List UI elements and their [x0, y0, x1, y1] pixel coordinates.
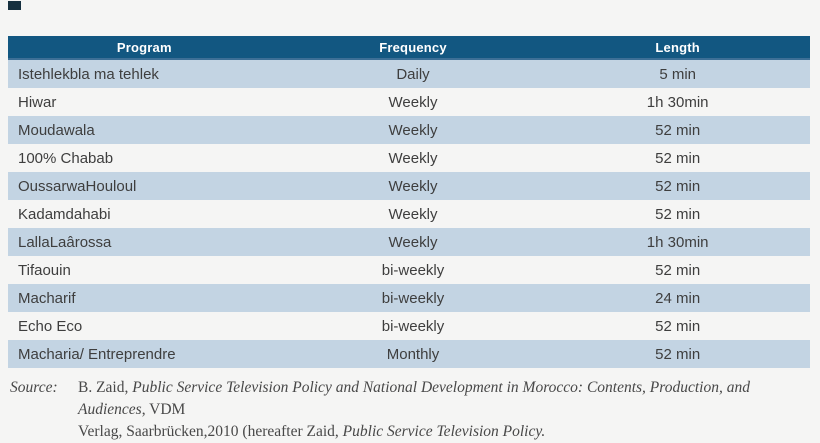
program-cell: Kadamdahabi: [18, 205, 111, 223]
column-header-length: Length: [655, 39, 700, 55]
table-row: Macharia/ Entreprendre Monthly 52 min: [8, 340, 810, 368]
source-publisher-part2: Verlag, Saarbrücken,2010 (hereafter Zaid…: [78, 423, 343, 440]
table-row: Echo Eco bi-weekly 52 min: [8, 312, 810, 340]
frequency-cell: bi-weekly: [381, 289, 445, 307]
table-row: Tifaouin bi-weekly 52 min: [8, 256, 810, 284]
frequency-cell: bi-weekly: [381, 317, 445, 335]
source-citation: Source: B. Zaid, Public Service Televisi…: [10, 377, 812, 443]
table-row: Istehlekbla ma tehlek Daily 5 min: [8, 60, 810, 88]
source-text: B. Zaid, Public Service Television Polic…: [78, 377, 812, 443]
length-cell: 1h 30min: [646, 93, 709, 111]
program-cell: Tifaouin: [18, 261, 71, 279]
source-label: Source:: [10, 379, 58, 396]
corner-mark: [8, 1, 21, 10]
program-cell: Moudawala: [18, 121, 95, 139]
programs-table: Program Frequency Length Istehlekbla ma …: [8, 36, 810, 368]
length-cell: 5 min: [659, 65, 696, 83]
program-cell: Macharif: [18, 289, 76, 307]
table-row: Moudawala Weekly 52 min: [8, 116, 810, 144]
length-cell: 52 min: [655, 345, 701, 363]
frequency-cell: Monthly: [386, 345, 440, 363]
frequency-cell: Weekly: [388, 177, 438, 195]
length-cell: 1h 30min: [646, 233, 709, 251]
table-row: Macharif bi-weekly 24 min: [8, 284, 810, 312]
length-cell: 52 min: [655, 261, 701, 279]
length-cell: 52 min: [655, 121, 701, 139]
table-header-row: Program Frequency Length: [8, 36, 810, 60]
frequency-cell: Weekly: [388, 233, 438, 251]
program-cell: 100% Chabab: [18, 149, 114, 167]
length-cell: 52 min: [655, 177, 701, 195]
length-cell: 52 min: [655, 317, 701, 335]
length-cell: 52 min: [655, 149, 701, 167]
source-short-title: Public Service Television Policy.: [342, 423, 546, 440]
source-author: B. Zaid,: [78, 379, 133, 396]
table-row: Hiwar Weekly 1h 30min: [8, 88, 810, 116]
table-row: OussarwaHouloul Weekly 52 min: [8, 172, 810, 200]
length-cell: 24 min: [655, 289, 701, 307]
table-row: LallaLaârossa Weekly 1h 30min: [8, 228, 810, 256]
frequency-cell: Weekly: [388, 149, 438, 167]
frequency-cell: Weekly: [388, 205, 438, 223]
frequency-cell: Weekly: [388, 121, 438, 139]
length-cell: 52 min: [655, 205, 701, 223]
program-cell: Macharia/ Entreprendre: [18, 345, 176, 363]
column-header-program: Program: [116, 39, 172, 55]
program-cell: LallaLaârossa: [18, 233, 112, 251]
frequency-cell: Weekly: [388, 93, 438, 111]
frequency-cell: bi-weekly: [381, 261, 445, 279]
table-row: Kadamdahabi Weekly 52 min: [8, 200, 810, 228]
table-row: 100% Chabab Weekly 52 min: [8, 144, 810, 172]
frequency-cell: Daily: [396, 65, 430, 83]
program-cell: Hiwar: [18, 93, 57, 111]
program-cell: Echo Eco: [18, 317, 83, 335]
program-cell: OussarwaHouloul: [18, 177, 137, 195]
column-header-frequency: Frequency: [379, 39, 447, 55]
source-publisher-part1: , VDM: [141, 401, 186, 418]
program-cell: Istehlekbla ma tehlek: [18, 65, 159, 83]
source-book-title: Public Service Television Policy and Nat…: [78, 379, 750, 418]
